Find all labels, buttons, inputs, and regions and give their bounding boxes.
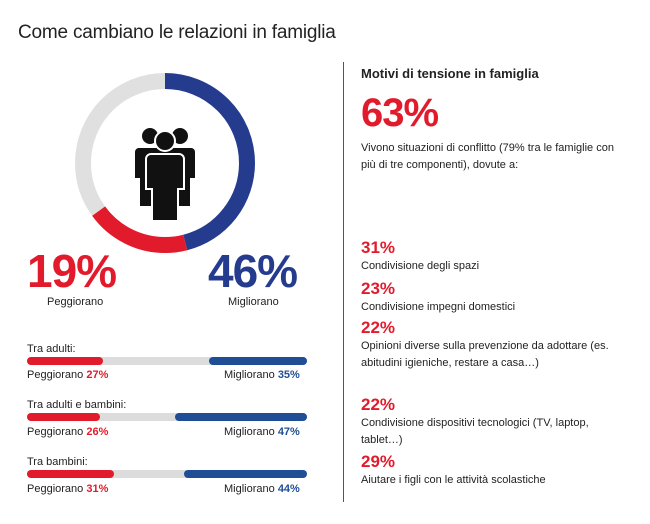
reason-item: 22% Opinioni diverse sulla prevenzione d… [361,318,611,372]
bar-group-title: Tra adulti e bambini: [27,399,127,411]
reason-text: Condivisione dispositivi tecnologici (TV… [361,417,589,446]
page-title: Come cambiano le relazioni in famiglia [18,22,336,43]
better-value: 47% [277,426,300,438]
reason-percentage: 23% [361,279,396,298]
worse-caption-label: Peggiorano [27,483,84,495]
bar-track [27,413,307,421]
reason-item: 29% Aiutare i figli con le attività scol… [361,452,611,489]
reason-text: Condivisione impegni domestici [361,301,516,313]
bar-worse [27,470,114,478]
worse-caption: Peggiorano 27% [27,369,108,381]
bar-better [183,470,307,478]
bar-better [209,357,307,365]
worse-caption-label: Peggiorano [27,426,84,438]
reason-percentage: 22% [361,395,396,414]
bar-track [27,357,307,365]
bar-better [175,413,307,421]
better-caption-label: Migliorano [224,483,275,495]
reason-item: 23% Condivisione impegni domestici [361,279,611,316]
bar-worse [27,357,103,365]
reason-item: 22% Condivisione dispositivi tecnologici… [361,395,611,449]
worse-caption: Peggiorano 31% [27,483,108,495]
reason-item: 31% Condivisione degli spazi [361,238,611,275]
worsen-percentage: 19% [27,245,117,297]
better-caption: Migliorano 35% [224,369,300,381]
better-caption: Migliorano 47% [224,426,300,438]
better-caption: Migliorano 44% [224,483,300,495]
people-group-icon [135,128,195,222]
worse-value: 27% [86,369,109,381]
worse-caption-label: Peggiorano [27,369,84,381]
reason-text: Condivisione degli spazi [361,260,480,272]
bar-track [27,470,307,478]
tension-percentage: 63% [361,91,439,135]
tension-description: Vivono situazioni di conflitto (79% tra … [361,142,614,171]
bar-group-title: Tra bambini: [27,456,88,468]
reason-percentage: 29% [361,452,396,471]
tension-title: Motivi di tensione in famiglia [361,66,539,81]
reason-percentage: 31% [361,238,396,257]
improve-percentage: 46% [208,245,298,297]
improve-label: Migliorano [228,296,279,308]
vertical-divider [343,62,344,502]
better-caption-label: Migliorano [224,369,275,381]
donut-chart [75,73,255,253]
worse-caption: Peggiorano 26% [27,426,108,438]
reason-text: Opinioni diverse sulla prevenzione da ad… [361,340,609,369]
donut-slice-other [75,73,255,253]
donut-slice-worsen [75,73,255,253]
bar-worse [27,413,100,421]
reason-text: Aiutare i figli con le attività scolasti… [361,474,546,486]
worse-value: 26% [86,426,109,438]
better-caption-label: Migliorano [224,426,275,438]
better-value: 35% [277,369,300,381]
bar-group-title: Tra adulti: [27,343,76,355]
better-value: 44% [277,483,300,495]
worse-value: 31% [86,483,109,495]
worsen-label: Peggiorano [47,296,104,308]
reason-percentage: 22% [361,318,396,337]
